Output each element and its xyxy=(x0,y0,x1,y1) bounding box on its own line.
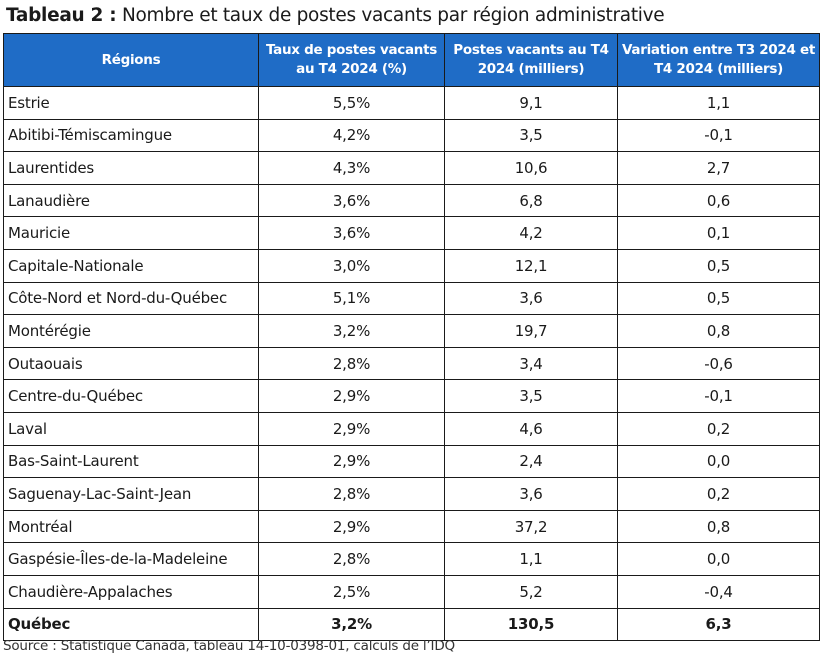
table-row: Laurentides 4,3% 10,6 2,7 xyxy=(3,151,820,185)
table-row: Abitibi-Témiscamingue 4,2% 3,5 -0,1 xyxy=(3,118,820,153)
vacancies-cell: 2,4 xyxy=(444,444,618,479)
table-title: Tableau 2 : Nombre et taux de postes vac… xyxy=(6,4,665,28)
region-cell: Capitale-Nationale xyxy=(3,248,259,283)
region-cell: Chaudière-Appalaches xyxy=(3,574,259,609)
table-number: Tableau 2 : xyxy=(6,5,117,26)
vacancies-cell: 10,6 xyxy=(444,151,618,185)
variation-cell: -0,1 xyxy=(617,118,820,153)
vacancies-cell: 9,1 xyxy=(444,86,618,120)
table-row: Laval 2,9% 4,6 0,2 xyxy=(3,411,820,446)
rate-cell: 2,8% xyxy=(258,477,445,511)
rate-cell: 2,9% xyxy=(258,411,445,446)
region-cell: Estrie xyxy=(3,86,259,120)
vacancies-cell: 5,2 xyxy=(444,574,618,609)
table-title-text: Nombre et taux de postes vacants par rég… xyxy=(121,5,665,26)
variation-cell: 1,1 xyxy=(617,86,820,120)
region-cell: Lanaudière xyxy=(3,183,259,218)
variation-cell: 0,6 xyxy=(617,183,820,218)
variation-cell: 0,5 xyxy=(617,281,820,316)
vacancies-cell: 3,5 xyxy=(444,118,618,153)
vacancies-cell: 12,1 xyxy=(444,248,618,283)
rate-cell: 3,6% xyxy=(258,183,445,218)
region-cell: Bas-Saint-Laurent xyxy=(3,444,259,479)
total-rate-cell: 3,2% xyxy=(258,607,445,642)
variation-cell: 0,8 xyxy=(617,314,820,348)
vacancies-cell: 3,4 xyxy=(444,346,618,381)
table-row: Bas-Saint-Laurent 2,9% 2,4 0,0 xyxy=(3,444,820,479)
variation-cell: -0,6 xyxy=(617,346,820,381)
vacancies-cell: 4,6 xyxy=(444,411,618,446)
rate-cell: 5,5% xyxy=(258,86,445,120)
table-row: Chaudière-Appalaches 2,5% 5,2 -0,4 xyxy=(3,574,820,609)
variation-cell: 0,1 xyxy=(617,216,820,250)
vacancies-cell: 3,5 xyxy=(444,379,618,413)
region-cell: Côte-Nord et Nord-du-Québec xyxy=(3,281,259,316)
table-row: Mauricie 3,6% 4,2 0,1 xyxy=(3,216,820,250)
variation-cell: 0,0 xyxy=(617,444,820,479)
table-row: Côte-Nord et Nord-du-Québec 5,1% 3,6 0,5 xyxy=(3,281,820,316)
column-header-vacancies: Postes vacants au T4 2024 (milliers) xyxy=(444,33,618,87)
region-cell: Montréal xyxy=(3,509,259,544)
vacancies-cell: 37,2 xyxy=(444,509,618,544)
variation-cell: 2,7 xyxy=(617,151,820,185)
total-variation-cell: 6,3 xyxy=(617,607,820,642)
vacancy-table: Régions Taux de postes vacants au T4 202… xyxy=(3,33,820,642)
rate-cell: 3,2% xyxy=(258,314,445,348)
vacancies-cell: 1,1 xyxy=(444,542,618,576)
vacancies-cell: 6,8 xyxy=(444,183,618,218)
table-row: Saguenay-Lac-Saint-Jean 2,8% 3,6 0,2 xyxy=(3,477,820,511)
region-cell: Montérégie xyxy=(3,314,259,348)
table-row: Capitale-Nationale 3,0% 12,1 0,5 xyxy=(3,248,820,283)
table-row: Lanaudière 3,6% 6,8 0,6 xyxy=(3,183,820,218)
column-header-regions: Régions xyxy=(3,33,259,87)
rate-cell: 2,9% xyxy=(258,509,445,544)
column-header-rate: Taux de postes vacants au T4 2024 (%) xyxy=(258,33,445,87)
region-cell: Centre-du-Québec xyxy=(3,379,259,413)
variation-cell: 0,8 xyxy=(617,509,820,544)
rate-cell: 3,6% xyxy=(258,216,445,250)
rate-cell: 4,3% xyxy=(258,151,445,185)
table-row: Montréal 2,9% 37,2 0,8 xyxy=(3,509,820,544)
table-row: Gaspésie-Îles-de-la-Madeleine 2,8% 1,1 0,0 xyxy=(3,542,820,576)
region-cell: Laurentides xyxy=(3,151,259,185)
region-cell: Laval xyxy=(3,411,259,446)
region-cell: Saguenay-Lac-Saint-Jean xyxy=(3,477,259,511)
rate-cell: 5,1% xyxy=(258,281,445,316)
vacancies-cell: 3,6 xyxy=(444,477,618,511)
vacancies-cell: 19,7 xyxy=(444,314,618,348)
rate-cell: 2,5% xyxy=(258,574,445,609)
total-row: Québec 3,2% 130,5 6,3 xyxy=(3,607,820,642)
region-cell: Outaouais xyxy=(3,346,259,381)
variation-cell: 0,2 xyxy=(617,477,820,511)
header-row: Régions Taux de postes vacants au T4 202… xyxy=(3,33,820,87)
variation-cell: 0,5 xyxy=(617,248,820,283)
rate-cell: 4,2% xyxy=(258,118,445,153)
rate-cell: 2,9% xyxy=(258,444,445,479)
table-row: Centre-du-Québec 2,9% 3,5 -0,1 xyxy=(3,379,820,413)
table-row: Montérégie 3,2% 19,7 0,8 xyxy=(3,314,820,348)
rate-cell: 2,8% xyxy=(258,542,445,576)
variation-cell: -0,1 xyxy=(617,379,820,413)
table-row: Outaouais 2,8% 3,4 -0,6 xyxy=(3,346,820,381)
total-vacancies-cell: 130,5 xyxy=(444,607,618,642)
vacancies-cell: 4,2 xyxy=(444,216,618,250)
rate-cell: 2,8% xyxy=(258,346,445,381)
region-cell: Mauricie xyxy=(3,216,259,250)
variation-cell: -0,4 xyxy=(617,574,820,609)
table-row: Estrie 5,5% 9,1 1,1 xyxy=(3,86,820,120)
vacancies-cell: 3,6 xyxy=(444,281,618,316)
rate-cell: 3,0% xyxy=(258,248,445,283)
variation-cell: 0,0 xyxy=(617,542,820,576)
column-header-variation: Variation entre T3 2024 et T4 2024 (mill… xyxy=(617,33,820,87)
rate-cell: 2,9% xyxy=(258,379,445,413)
region-cell: Abitibi-Témiscamingue xyxy=(3,118,259,153)
table-body: Estrie 5,5% 9,1 1,1 Abitibi-Témiscamingue 4,2… xyxy=(3,86,820,642)
variation-cell: 0,2 xyxy=(617,411,820,446)
source-note: Source : Statistique Canada, tableau 14-… xyxy=(3,638,455,654)
total-region-cell: Québec xyxy=(3,607,259,642)
region-cell: Gaspésie-Îles-de-la-Madeleine xyxy=(3,542,259,576)
